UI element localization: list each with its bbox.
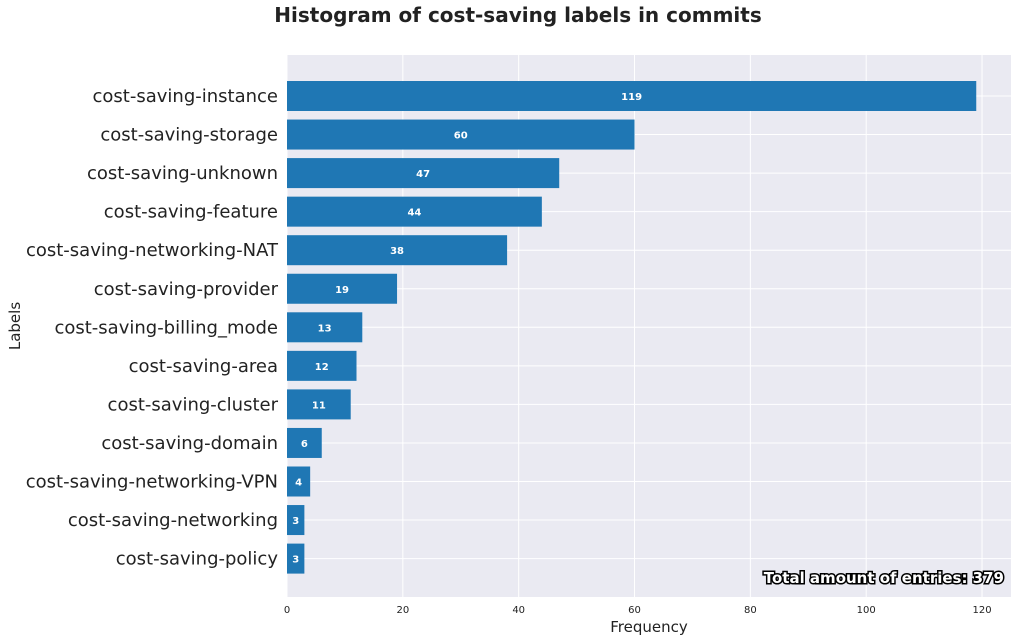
x-tick-label: 60 bbox=[628, 605, 641, 616]
bar-value-label: 3 bbox=[292, 555, 299, 566]
bar bbox=[287, 543, 305, 574]
bars: 119 60 47 44 38 19 13 12 11 6 4 3 3 bbox=[287, 81, 977, 574]
bar bbox=[287, 389, 351, 420]
bar bbox=[287, 505, 305, 536]
bar-value-label: 6 bbox=[301, 439, 308, 450]
bar bbox=[287, 273, 398, 304]
bar bbox=[287, 196, 542, 227]
x-tick-label: 0 bbox=[284, 605, 290, 616]
category-label: cost-saving-domain bbox=[101, 433, 278, 454]
bar-value-label: 13 bbox=[318, 323, 332, 334]
bar-value-label: 3 bbox=[292, 516, 299, 527]
bar-value-label: 47 bbox=[416, 169, 430, 180]
category-label: cost-saving-instance bbox=[93, 86, 278, 107]
category-label: cost-saving-unknown bbox=[87, 163, 278, 184]
x-tick-label: 40 bbox=[512, 605, 525, 616]
bar bbox=[287, 350, 357, 381]
bar bbox=[287, 312, 363, 343]
category-label: cost-saving-networking bbox=[68, 510, 278, 531]
category-label: cost-saving-networking-VPN bbox=[26, 472, 278, 493]
bar-value-label: 38 bbox=[390, 246, 404, 257]
category-label: cost-saving-billing_mode bbox=[54, 317, 278, 338]
category-label: cost-saving-feature bbox=[104, 202, 278, 223]
bar-value-label: 60 bbox=[454, 131, 468, 142]
x-axis-label: Frequency bbox=[610, 618, 688, 636]
category-label: cost-saving-policy bbox=[116, 549, 279, 570]
bar bbox=[287, 466, 311, 497]
bar-value-label: 11 bbox=[312, 400, 326, 411]
bar-value-label: 44 bbox=[407, 208, 421, 219]
chart-title: Histogram of cost-saving labels in commi… bbox=[274, 3, 761, 27]
x-tick-label: 80 bbox=[744, 605, 757, 616]
bar-value-label: 12 bbox=[315, 362, 329, 373]
bar bbox=[287, 235, 508, 266]
total-entries-annotation: Total amount of entries: 379 bbox=[764, 569, 1004, 587]
category-label: cost-saving-networking-NAT bbox=[26, 240, 279, 261]
bar-value-label: 19 bbox=[335, 285, 349, 296]
x-tick-label: 120 bbox=[972, 605, 991, 616]
bar bbox=[287, 119, 635, 150]
x-tick-label: 20 bbox=[396, 605, 409, 616]
category-label: cost-saving-storage bbox=[100, 125, 278, 146]
bar bbox=[287, 81, 977, 111]
category-label: cost-saving-area bbox=[129, 356, 278, 377]
x-tick-labels: 0 20 40 60 80 100 120 bbox=[284, 605, 992, 616]
y-axis-label: Labels bbox=[6, 302, 24, 350]
category-label: cost-saving-cluster bbox=[108, 394, 279, 415]
bar bbox=[287, 427, 322, 458]
bar-value-label: 4 bbox=[295, 478, 302, 489]
x-tick-label: 100 bbox=[857, 605, 876, 616]
category-labels: cost-saving-instance cost-saving-storage c… bbox=[26, 86, 279, 570]
category-label: cost-saving-provider bbox=[94, 279, 279, 300]
bar bbox=[287, 158, 560, 189]
bar-value-label: 119 bbox=[621, 92, 642, 103]
